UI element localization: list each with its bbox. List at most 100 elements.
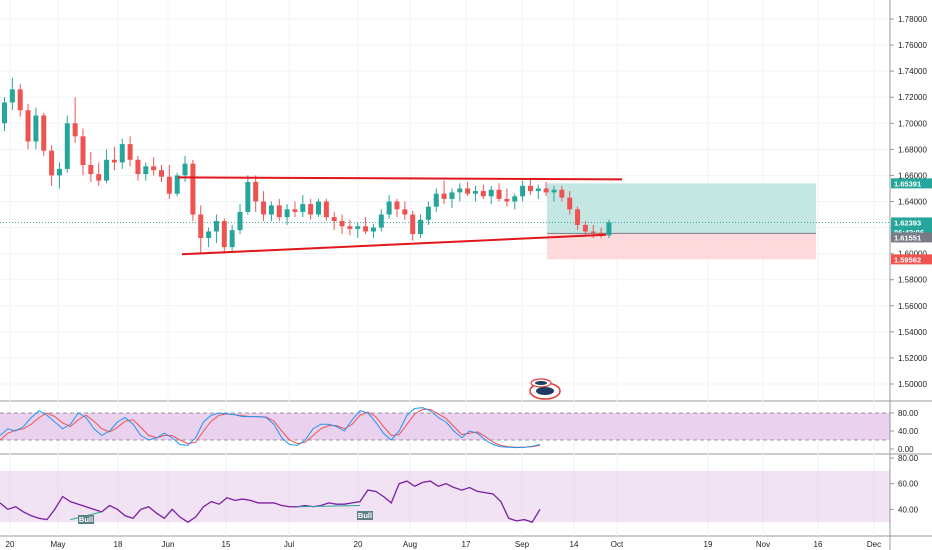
- price-tick-label: 1.52000: [898, 354, 927, 363]
- candle-body: [143, 166, 149, 175]
- candle-body: [2, 102, 7, 124]
- rsi-divergence-line: [297, 504, 361, 508]
- price-tag-stop: [891, 254, 932, 265]
- price-tick-label: 1.50000: [898, 380, 927, 389]
- price-tick-label: 1.68000: [898, 145, 927, 154]
- candle-body: [127, 144, 133, 160]
- time-tick-label: 16: [814, 540, 823, 549]
- time-tick-label: 19: [704, 540, 713, 549]
- candle-body: [441, 193, 447, 199]
- candle-body: [449, 192, 455, 199]
- candle-body: [520, 185, 526, 197]
- candle-body: [606, 222, 612, 236]
- grid: [0, 0, 932, 537]
- bull-divergence-label: Bull: [358, 511, 372, 520]
- bull-divergence-label: Bull: [79, 515, 93, 524]
- time-tick-label: May: [50, 540, 65, 549]
- candle-body: [488, 189, 494, 197]
- price-tick-label: 1.54000: [898, 328, 927, 337]
- candle-body: [567, 197, 573, 210]
- candle-body: [504, 198, 510, 202]
- time-tick-label: 20: [6, 540, 15, 549]
- price-tick-label: 1.64000: [898, 198, 927, 207]
- candle-body: [9, 89, 15, 103]
- candle-body: [166, 176, 172, 194]
- price-tick-label: 1.58000: [898, 276, 927, 285]
- candle-body: [355, 226, 361, 229]
- stoch-band: [0, 413, 890, 440]
- price-tag-last: [891, 217, 932, 228]
- candle-body: [261, 201, 267, 215]
- stoch-tick-label: 80.00: [898, 409, 919, 418]
- candle-body: [308, 204, 314, 215]
- candle-body: [402, 209, 408, 215]
- time-tick-label: Oct: [611, 540, 624, 549]
- candle-body: [339, 221, 345, 227]
- candle-body: [378, 214, 384, 228]
- profit-zone[interactable]: [547, 183, 816, 234]
- indicator-panes: Bull Bull: [0, 407, 890, 524]
- candle-body: [433, 193, 439, 207]
- bull-divergence-badge: [357, 511, 373, 520]
- candle-body: [284, 209, 290, 218]
- time-tick-label: Aug: [403, 540, 417, 549]
- candle-body: [213, 221, 219, 232]
- candle-body: [221, 221, 227, 248]
- price-tick-label: 1.70000: [898, 119, 927, 128]
- rsi-tick-label: 60.00: [898, 480, 919, 489]
- price-axis[interactable]: 1.78000 1.76000 1.74000 1.72000 1.70000 1.680…: [889, 0, 927, 550]
- candle-body: [582, 224, 588, 232]
- candle-body: [49, 150, 55, 176]
- candle-body: [292, 209, 298, 212]
- candle-body: [363, 226, 369, 232]
- candle-body: [104, 159, 110, 181]
- time-tick-label: 14: [570, 540, 579, 549]
- candle-body: [72, 123, 78, 137]
- candle-body: [237, 211, 243, 231]
- time-axis[interactable]: 20 May 18 Jun 15 Jul 20 Aug 17 Sep 14 Oct 19 Nov 16 Dec: [6, 540, 882, 549]
- time-tick-label: 18: [114, 540, 123, 549]
- trendline-support[interactable]: [181, 233, 607, 256]
- candle-body: [88, 165, 94, 175]
- candle-body: [25, 110, 31, 142]
- loss-zone[interactable]: [547, 233, 816, 260]
- candle-body: [96, 174, 102, 181]
- trendline-resistance[interactable]: [177, 176, 623, 181]
- candle-body: [151, 166, 157, 171]
- candle-body: [386, 201, 392, 215]
- candle-body: [316, 201, 321, 215]
- candle-body: [496, 189, 502, 199]
- candle-body: [551, 189, 557, 193]
- price-tag-entry-text: 1.61551: [894, 233, 921, 242]
- candle-body: [425, 206, 431, 220]
- bull-divergence-badge: [78, 515, 94, 524]
- candle-body: [190, 163, 196, 215]
- candle-body: [119, 144, 125, 163]
- candle-body: [465, 188, 471, 194]
- candle-body: [543, 188, 549, 193]
- stoch-tick-label: 0.00: [898, 445, 914, 454]
- long-position-tool[interactable]: [0, 183, 890, 260]
- price-tag-last-text: 1.62393: [894, 218, 921, 227]
- candle-body: [135, 159, 141, 175]
- price-tick-label: 1.78000: [898, 15, 927, 24]
- time-tick-label: 15: [222, 540, 231, 549]
- rsi-tick-label: 40.00: [898, 505, 919, 514]
- time-tick-label: Sep: [515, 540, 530, 549]
- candle-body: [300, 204, 306, 212]
- trendlines[interactable]: [177, 176, 623, 256]
- candle-body: [347, 226, 353, 229]
- candle-body: [229, 230, 235, 248]
- candle-body: [64, 123, 70, 169]
- candle-body: [17, 89, 23, 111]
- price-tag-target: [891, 178, 932, 189]
- price-tag-countdown: [891, 226, 932, 237]
- rsi-tick-label: 80.00: [898, 454, 919, 463]
- candle-body: [575, 209, 581, 225]
- stoch-tick-label: 40.00: [898, 427, 919, 436]
- price-tick-label: 1.60000: [898, 250, 927, 259]
- candle-body: [268, 205, 274, 215]
- price-tag-entry: [891, 232, 932, 243]
